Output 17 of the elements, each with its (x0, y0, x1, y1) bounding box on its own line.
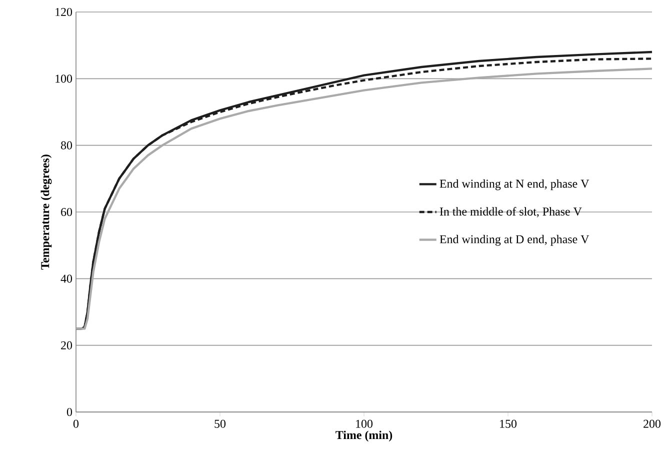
y-tick-label: 60 (61, 208, 72, 216)
x-tick-label: 50 (214, 420, 226, 428)
y-tick-label: 80 (60, 141, 72, 150)
x-axis-title: Time (min) (336, 430, 392, 442)
legend-label: End winding at N end, phase V (440, 179, 590, 190)
x-tick-label: 150 (500, 420, 517, 428)
legend-label: End winding at D end, phase V (440, 234, 590, 246)
x-tick-label: 0 (73, 420, 79, 428)
x-tick-label: 200 (644, 420, 661, 428)
y-axis-title: Temperature (degrees) (40, 154, 52, 270)
y-tick-label: 100 (56, 74, 72, 83)
y-tick-label: 20 (61, 341, 72, 350)
legend-label: In the middle of slot, Phase V (440, 207, 582, 218)
x-tick-label: 100 (356, 420, 373, 428)
y-tick-label: 120 (56, 8, 72, 16)
y-tick-label: 0 (66, 408, 72, 416)
y-tick-label: 40 (60, 274, 72, 283)
